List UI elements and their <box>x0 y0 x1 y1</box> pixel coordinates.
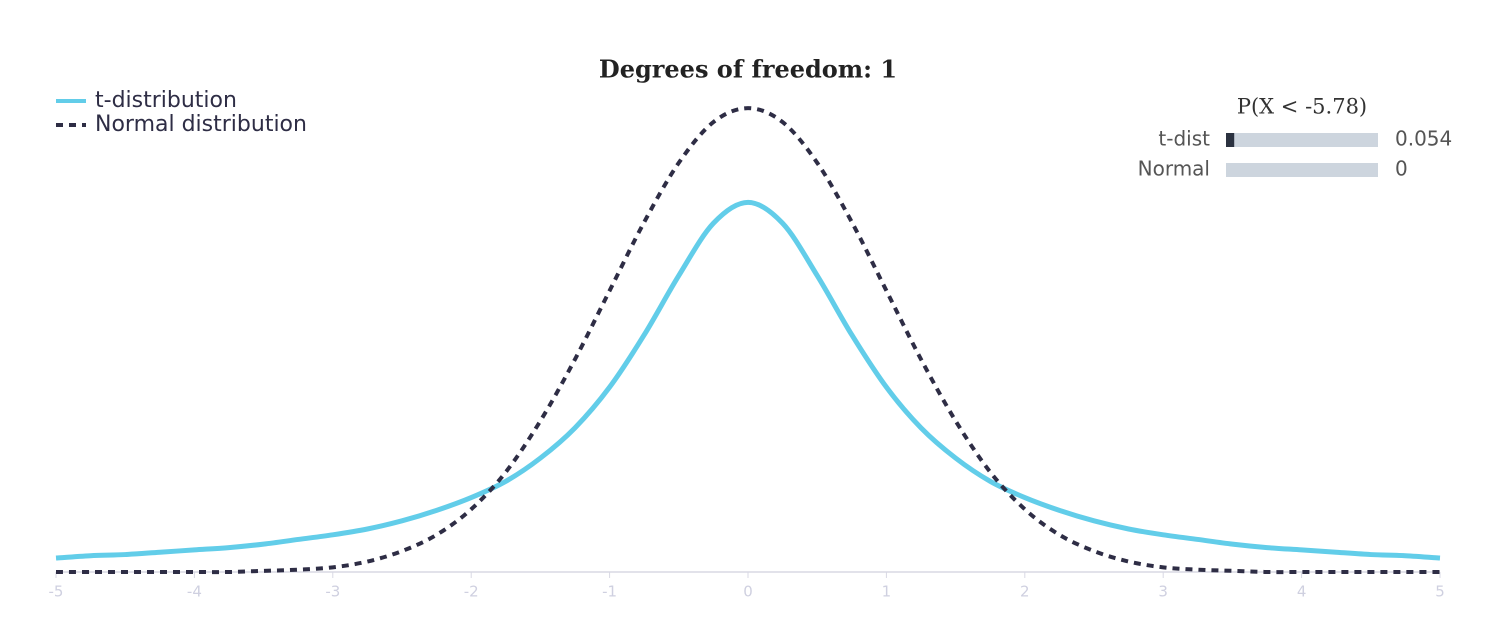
bar-track <box>1226 133 1378 147</box>
bar-value: 0.054 <box>1395 127 1452 151</box>
chart-title: Degrees of freedom: 1 <box>599 55 897 84</box>
panel-title: P(X < -5.78) <box>1237 95 1367 119</box>
x-tick-label: -2 <box>464 583 479 601</box>
x-tick-label: 5 <box>1435 583 1445 601</box>
bar-category: Normal <box>1138 157 1210 181</box>
bar-category: t-dist <box>1158 127 1210 151</box>
x-tick-label: -5 <box>49 583 64 601</box>
x-tick-label: 4 <box>1297 583 1307 601</box>
bar-track <box>1226 163 1378 177</box>
x-tick-label: 1 <box>882 583 892 601</box>
x-tick-label: -1 <box>602 583 617 601</box>
bar <box>1226 133 1235 147</box>
x-tick-label: 2 <box>1020 583 1030 601</box>
series-line <box>55 199 1441 561</box>
series-line <box>55 106 1440 575</box>
x-tick-label: 3 <box>1158 583 1168 601</box>
x-tick-label: -3 <box>325 583 340 601</box>
legend-label: Normal distribution <box>95 112 307 137</box>
x-tick-label: 0 <box>743 583 753 601</box>
bar-value: 0 <box>1395 157 1408 181</box>
x-tick-label: -4 <box>187 583 202 601</box>
legend-label: t-distribution <box>95 88 237 113</box>
